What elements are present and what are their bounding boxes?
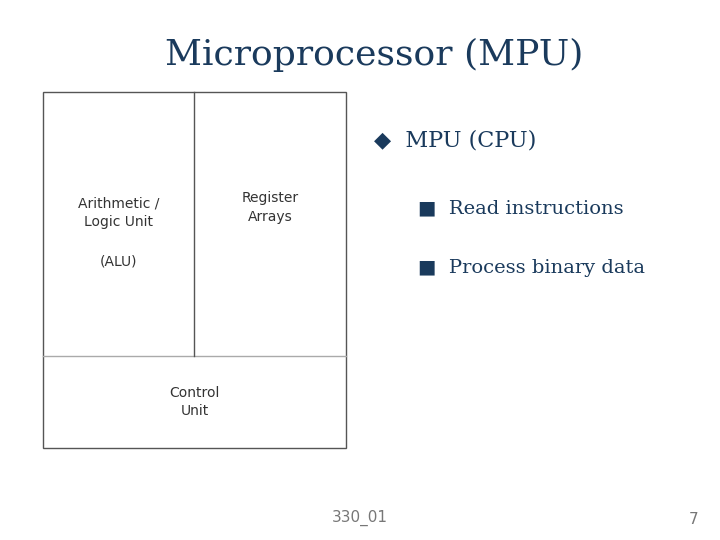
Text: Control
Unit: Control Unit [169,386,220,418]
Bar [43,92,346,448]
Text: ■  Read instructions: ■ Read instructions [418,200,624,218]
Text: Register
Arrays: Register Arrays [241,191,299,224]
Text: ◆  MPU (CPU): ◆ MPU (CPU) [374,130,537,152]
Text: 330_01: 330_01 [332,510,388,526]
Text: ■  Process binary data: ■ Process binary data [418,259,644,277]
Text: Microprocessor (MPU): Microprocessor (MPU) [165,38,584,72]
Text: (ALU): (ALU) [100,254,138,268]
Text: Arithmetic /
Logic Unit: Arithmetic / Logic Unit [78,197,160,229]
Text: 7: 7 [689,511,698,526]
